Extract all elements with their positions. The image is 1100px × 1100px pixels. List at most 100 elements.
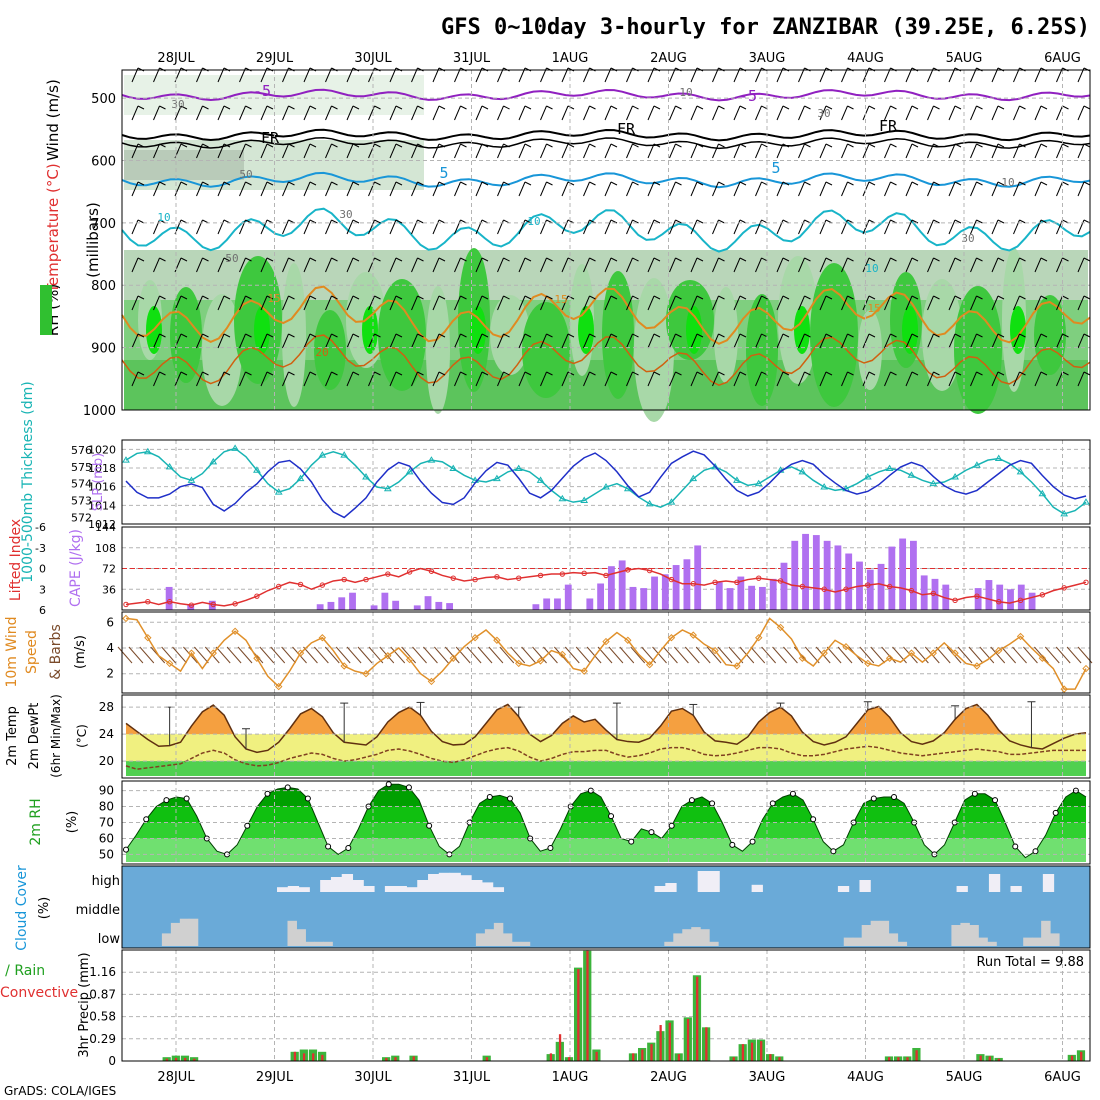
thickness-marker xyxy=(1016,467,1025,475)
rh-marker xyxy=(486,793,493,800)
wind-barb xyxy=(174,181,182,197)
precip-convective-bar xyxy=(595,1051,598,1061)
wind-barb xyxy=(260,105,268,121)
date-label-top: 6AUG xyxy=(1044,51,1081,66)
wind-marker xyxy=(536,657,545,665)
thickness-marker xyxy=(143,447,152,455)
wind-barb-flag xyxy=(395,371,403,376)
wind-barb xyxy=(131,105,139,121)
cape-bar xyxy=(640,588,648,610)
date-label-top: 4AUG xyxy=(847,51,884,66)
high-cloud-bar xyxy=(417,880,429,892)
rh-cell xyxy=(810,263,858,407)
cloud-level-label: middle xyxy=(76,903,120,918)
rh-core xyxy=(1010,306,1026,354)
wind-barb xyxy=(497,143,504,159)
wind-barb xyxy=(626,295,633,311)
wind-barb xyxy=(991,105,999,121)
wind-barb xyxy=(798,219,805,235)
wind-barb-flag xyxy=(782,143,790,148)
wind-barb-flag xyxy=(223,257,231,262)
high-cloud-bar xyxy=(1010,886,1022,892)
wind-barb-flag xyxy=(1040,105,1048,110)
rh-marker xyxy=(183,795,190,802)
high-cloud-bar xyxy=(298,887,310,892)
rh-cell xyxy=(1034,295,1066,375)
wind-barb-flag xyxy=(288,333,295,338)
surface-wind-barb xyxy=(259,646,275,664)
wind-barb xyxy=(690,295,698,311)
wind-barb-flag xyxy=(589,181,596,186)
surface-wind-barb xyxy=(575,646,591,664)
wind-barb-flag xyxy=(976,143,983,148)
wind-barb-flag xyxy=(675,371,682,376)
wind-barb xyxy=(217,295,225,311)
thickness-marker xyxy=(253,466,261,473)
wind-barb-flag xyxy=(524,333,532,338)
wind-barb xyxy=(432,219,440,235)
wind-barb xyxy=(239,257,246,273)
high-cloud-bar xyxy=(460,875,472,892)
wind-barb xyxy=(884,181,891,197)
high-cloud-bar xyxy=(481,882,494,892)
li-marker xyxy=(821,586,827,592)
surface-wind-barb xyxy=(586,646,602,664)
thickness-marker xyxy=(1038,489,1047,497)
surface-wind-barb xyxy=(913,646,929,664)
wind-barb xyxy=(540,371,547,387)
precip-convective-bar xyxy=(659,1025,662,1061)
wind-barb-flag xyxy=(374,295,381,300)
wind-marker xyxy=(449,654,457,662)
thickness-marker xyxy=(711,462,719,470)
wind-marker xyxy=(973,662,981,670)
wind-barb-flag xyxy=(438,333,446,338)
surface-wind-barb xyxy=(226,646,242,664)
wind-barb xyxy=(561,143,569,159)
wind-barb-flag xyxy=(589,257,596,262)
wind-barb-flag xyxy=(675,143,682,148)
wind-barb-flag xyxy=(997,371,1005,376)
surface-wind-barb xyxy=(783,646,798,664)
wind-barb xyxy=(540,181,547,197)
wind-barb xyxy=(131,219,139,235)
wind-barb xyxy=(325,143,332,159)
low-cloud-bar xyxy=(673,933,683,946)
wind-barb-flag xyxy=(911,295,919,300)
wind-barb-flag xyxy=(911,105,919,110)
low-cloud-bar xyxy=(475,933,486,946)
rh-tick-label: 50 xyxy=(99,847,114,861)
li-marker xyxy=(319,582,326,588)
wind-barb xyxy=(690,333,698,349)
rh-core xyxy=(794,306,810,354)
low-cloud-bar xyxy=(511,941,522,946)
surface-wind-barb xyxy=(630,646,646,664)
wind-barb-flag xyxy=(417,219,424,224)
wind-barb xyxy=(217,219,225,235)
wind-barb-flag xyxy=(954,181,962,186)
wind-barb xyxy=(1056,257,1063,273)
wind-barb-flag xyxy=(933,295,940,300)
wind-barb xyxy=(454,257,461,273)
high-cloud-bar xyxy=(352,880,364,892)
wind-barb xyxy=(948,295,956,311)
li-marker xyxy=(1017,597,1024,604)
wind-barb-flag xyxy=(352,295,360,300)
wind-barb xyxy=(239,295,246,311)
wind-barb xyxy=(346,371,354,387)
wind-marker xyxy=(798,654,807,662)
thickness-marker xyxy=(362,472,370,480)
date-label-bottom: 4AUG xyxy=(847,1070,884,1085)
wind-barb xyxy=(389,257,397,273)
wind-marker xyxy=(362,670,370,678)
wind-barb xyxy=(604,219,612,235)
wind-barb xyxy=(884,257,891,273)
wind-barb xyxy=(389,219,397,235)
wind-barb-flag xyxy=(739,333,747,338)
wind-marker xyxy=(842,643,850,651)
cape-ylabel: CAPE (J/kg) xyxy=(68,529,84,607)
wind-barb xyxy=(776,143,784,159)
wind-barb xyxy=(518,371,526,387)
cape-bar xyxy=(910,540,917,610)
wind-barb-flag xyxy=(632,257,639,262)
wind-barb xyxy=(475,143,483,159)
